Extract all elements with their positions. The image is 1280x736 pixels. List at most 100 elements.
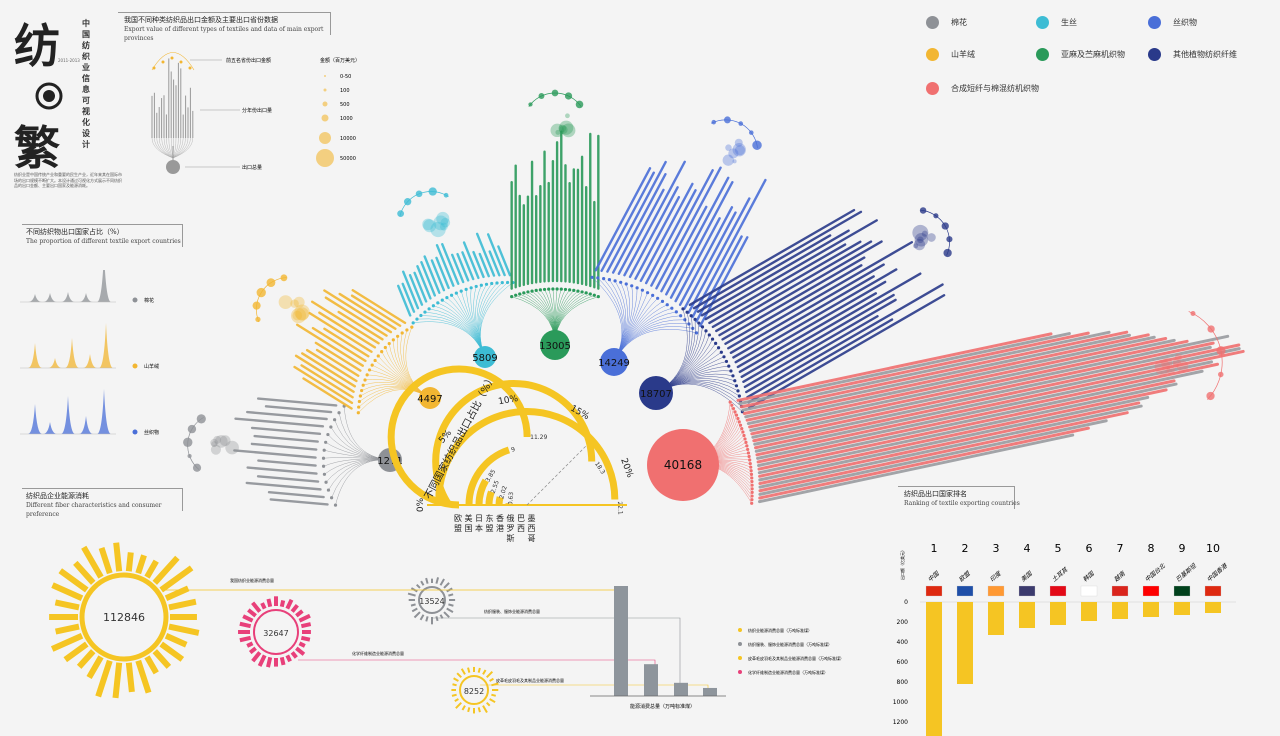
- fan-node: [522, 291, 526, 295]
- energy-annotation: 纺织服装、服饰业能源消费总量: [484, 608, 540, 614]
- logo-char-3: 繁: [14, 121, 60, 174]
- fan-node: [563, 287, 568, 292]
- fan-bar: [650, 169, 714, 287]
- fan-node: [396, 334, 400, 338]
- fan-node: [731, 374, 735, 378]
- fan-node: [685, 310, 689, 314]
- export-value-key: 前五名省份出口金额 分年份出口量 出口总量 金额（百万美元） 0-50 100 50…: [151, 52, 360, 174]
- fan-node: [324, 440, 328, 444]
- fan-bubble: [734, 145, 746, 156]
- fan-node: [590, 275, 594, 279]
- fan-node: [514, 293, 518, 297]
- semi-value-label: 0.63: [507, 491, 515, 505]
- rank-bar: [1019, 602, 1035, 628]
- fan-node: [728, 400, 732, 404]
- fan-node: [572, 288, 576, 293]
- key-branch: [172, 137, 193, 159]
- fan-bar: [738, 292, 878, 374]
- proportion-curve: [20, 389, 116, 434]
- proportion-series-name: 丝织物: [144, 429, 159, 436]
- semi-country-char: 港: [496, 523, 504, 533]
- fan-bar: [486, 233, 506, 277]
- fan-node: [337, 411, 341, 415]
- fan-node: [651, 293, 655, 297]
- fan-node: [746, 451, 751, 455]
- energy-legend-label: 皮革毛皮羽毛及其制品业能源消费总量（万吨标准煤）: [748, 655, 844, 661]
- energy-ray: [452, 683, 457, 687]
- fan-node: [716, 346, 721, 350]
- fan-bar: [746, 283, 944, 399]
- amount-level-dot: [322, 101, 328, 107]
- fan-bar: [758, 426, 1090, 500]
- legend-swatch: [1148, 16, 1161, 29]
- fan-bar: [718, 240, 883, 337]
- fan-bubble: [430, 221, 446, 238]
- fan-bar: [704, 219, 878, 321]
- fan-bar: [751, 334, 1230, 439]
- fan-node: [729, 369, 733, 373]
- energy-ray: [239, 635, 252, 643]
- fan-node: [736, 389, 740, 393]
- fan-bar: [750, 339, 1189, 436]
- fan-bar: [745, 315, 879, 394]
- fan-node: [330, 496, 334, 500]
- fan-node: [534, 288, 538, 293]
- energy-ray: [451, 693, 457, 697]
- fan-bar: [337, 310, 384, 341]
- fan-node: [613, 279, 617, 283]
- fan-bar: [456, 252, 470, 282]
- fan-node: [419, 313, 423, 318]
- rank-flag: [956, 585, 974, 597]
- fan-bubble: [278, 295, 293, 310]
- fan-bar: [639, 182, 694, 283]
- fan-bar: [683, 211, 737, 310]
- fan-node: [689, 314, 693, 318]
- energy-ray: [135, 659, 152, 694]
- semi-guide: [526, 444, 588, 506]
- fan-node: [748, 461, 752, 466]
- fan-node: [750, 498, 754, 502]
- energy-ray: [411, 607, 418, 613]
- semi-country-char: 东: [486, 513, 494, 523]
- fan-bubble: [225, 440, 239, 455]
- energy-ray: [435, 616, 439, 622]
- energy-ray: [63, 641, 89, 663]
- fan-bar: [727, 241, 914, 350]
- fan-node: [691, 326, 695, 330]
- fan-bar: [743, 298, 897, 389]
- fan-total-circle: [639, 376, 673, 410]
- fan-bar: [253, 434, 319, 443]
- energy-ray: [285, 654, 292, 663]
- legend-item: 山羊绒: [926, 48, 975, 61]
- fan-bar: [758, 404, 1143, 489]
- fan-bar: [669, 181, 734, 299]
- fan-node: [707, 333, 711, 337]
- energy-ray: [164, 632, 188, 648]
- fan-node: [376, 354, 380, 358]
- fan-bar: [408, 274, 424, 306]
- fan-node: [370, 363, 374, 367]
- fan-node: [357, 405, 361, 409]
- fan-bubble: [1176, 360, 1189, 373]
- legend-swatch: [1036, 16, 1049, 29]
- key-branch: [166, 137, 174, 159]
- vertical-title: 中国纺织业信息可视化设计: [82, 19, 90, 149]
- amount-level-label: 100: [340, 88, 350, 94]
- energy-legend-label: 纺织业能源消费总量（万吨标准煤）: [748, 627, 812, 633]
- fan-bar: [611, 173, 667, 274]
- amount-level-label: 0-50: [340, 74, 351, 80]
- rank-ytick: 600: [897, 659, 909, 666]
- fan-bar: [745, 333, 1150, 422]
- fan-bar: [634, 195, 681, 280]
- energy-ray: [135, 554, 147, 575]
- fan-node: [391, 338, 395, 342]
- rank-country: 中国: [926, 569, 941, 583]
- fan-node: [584, 291, 588, 295]
- fan-node: [518, 292, 522, 296]
- fan-bar: [302, 377, 353, 410]
- fan-bar: [700, 229, 850, 317]
- fan-bar: [741, 330, 1111, 412]
- fan-bar: [315, 348, 360, 377]
- fan-node: [747, 454, 751, 459]
- energy-ray: [251, 651, 262, 663]
